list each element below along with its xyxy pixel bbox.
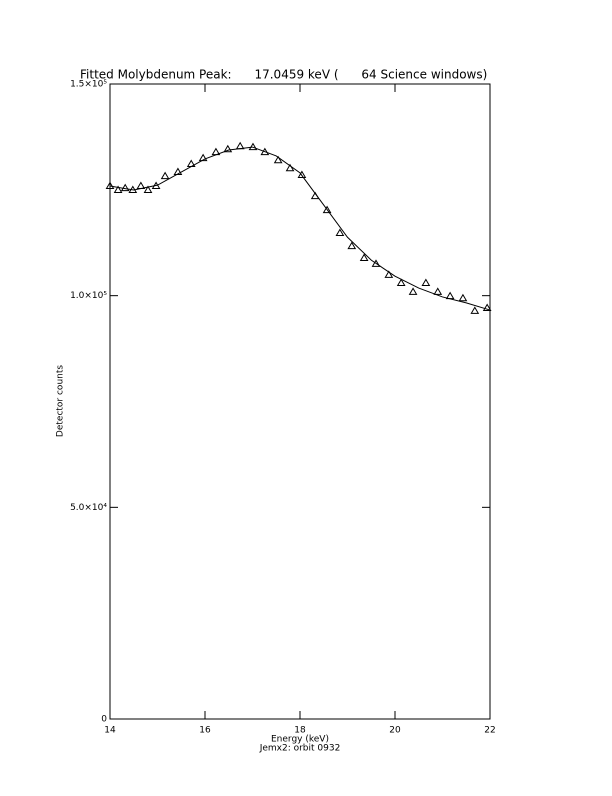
- y-tick-label: 1.0×10⁵: [70, 291, 107, 301]
- data-point: [260, 147, 270, 156]
- data-point: [482, 303, 492, 311]
- data-point: [198, 153, 208, 162]
- x-tick-label: 22: [484, 726, 495, 736]
- data-point: [248, 142, 258, 151]
- y-tick-label: 0: [101, 715, 107, 725]
- chart-title: Fitted Molybdenum Peak: 17.0459 keV ( 64…: [80, 68, 487, 82]
- data-point: [458, 293, 468, 302]
- data-point: [273, 155, 283, 164]
- data-point: [347, 241, 357, 250]
- data-point: [408, 287, 418, 295]
- x-tick-label: 16: [199, 726, 211, 736]
- y-tick-label: 1.5×10⁵: [70, 80, 107, 90]
- y-tick-label: 5.0×10⁴: [70, 503, 107, 513]
- data-point: [470, 306, 480, 314]
- subtitle: Jemx2: orbit 0932: [259, 744, 341, 754]
- data-point: [322, 205, 332, 214]
- x-tick-label: 20: [389, 726, 401, 736]
- data-point: [384, 270, 394, 278]
- x-tick-label: 18: [294, 726, 306, 736]
- x-axis-label: Energy (keV): [271, 735, 329, 745]
- data-point: [433, 287, 443, 295]
- data-point: [113, 185, 123, 194]
- data-point: [223, 144, 233, 153]
- data-point: [143, 185, 153, 194]
- data-point: [297, 170, 307, 179]
- data-point: [105, 181, 115, 190]
- data-point: [160, 171, 170, 180]
- data-point: [285, 163, 295, 172]
- data-point: [335, 228, 345, 237]
- data-point: [421, 278, 431, 286]
- x-tick-label: 14: [104, 726, 116, 736]
- data-point: [396, 278, 406, 286]
- data-point: [173, 167, 183, 176]
- fit-line: [109, 146, 491, 311]
- data-point: [359, 253, 369, 261]
- data-point: [371, 259, 381, 267]
- data-point: [120, 183, 130, 192]
- y-axis-label: Detector counts: [56, 365, 66, 437]
